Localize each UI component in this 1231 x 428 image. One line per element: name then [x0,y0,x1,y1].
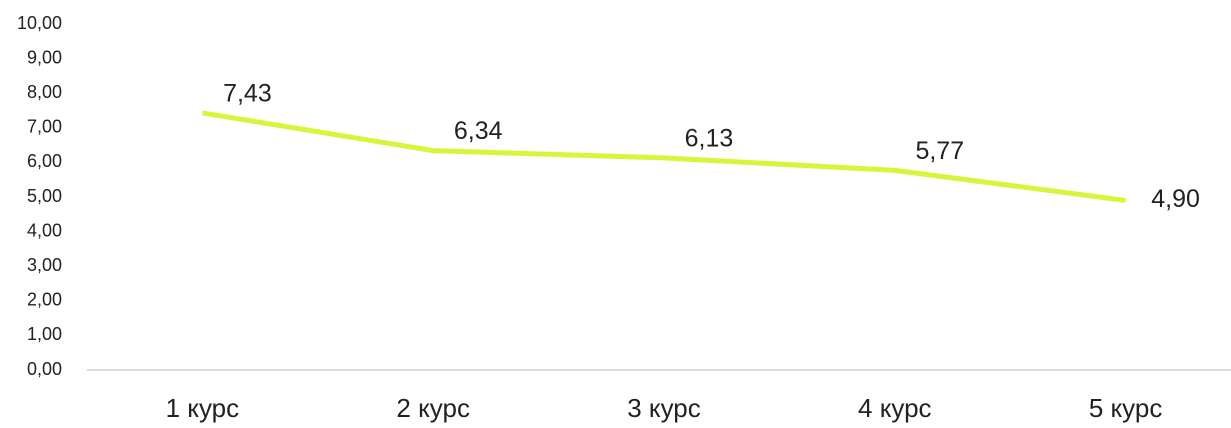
value-label: 5,77 [915,137,964,165]
y-tick-label: 4,00 [27,220,62,240]
y-tick-label: 9,00 [27,47,62,67]
x-tick-label: 2 курс [396,393,470,423]
x-tick-label: 4 курс [858,393,932,423]
value-label: 6,34 [454,117,503,145]
y-tick-label: 7,00 [27,117,62,137]
value-label: 4,90 [1151,185,1200,213]
y-tick-label: 10,00 [17,13,62,33]
y-tick-label: 2,00 [27,290,62,310]
y-tick-label: 3,00 [27,255,62,275]
value-label: 7,43 [223,80,272,108]
x-tick-label: 3 курс [627,393,701,423]
y-tick-label: 5,00 [27,186,62,206]
y-tick-label: 0,00 [27,359,62,379]
x-tick-label: 5 курс [1089,393,1163,423]
y-tick-label: 1,00 [27,324,62,344]
line [201,110,1126,203]
value-label: 6,13 [685,125,734,153]
y-tick-label: 8,00 [27,82,62,102]
y-tick-label: 6,00 [27,151,62,171]
x-tick-label: 1 курс [166,393,240,423]
